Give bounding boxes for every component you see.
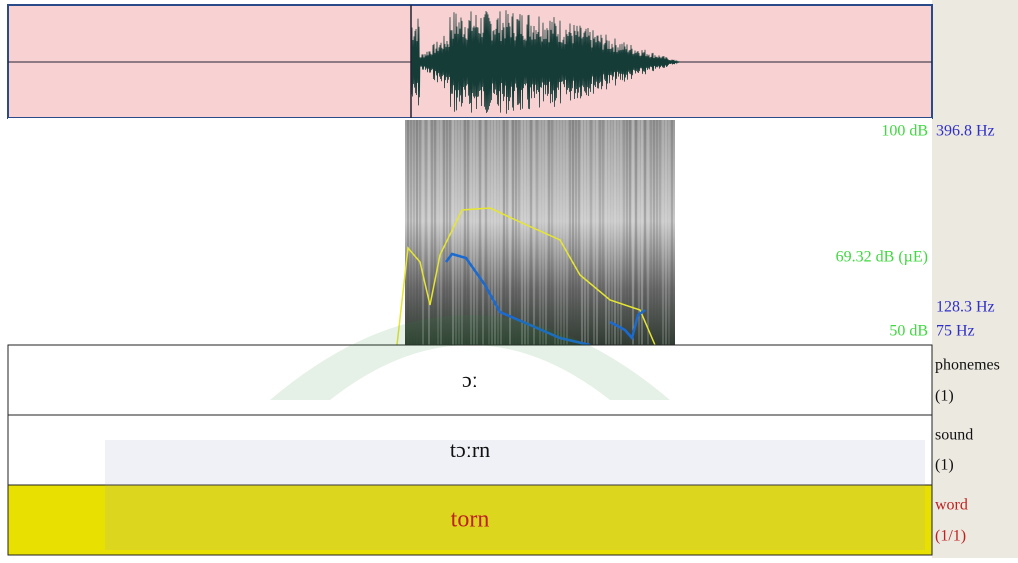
tier-name: word bbox=[935, 497, 968, 514]
watermark bbox=[105, 440, 925, 550]
pitch-max: 396.8 Hz bbox=[936, 123, 995, 140]
pitch-value: 128.3 Hz bbox=[936, 299, 995, 316]
interval-text: torn bbox=[451, 507, 490, 533]
side-panel bbox=[932, 0, 1018, 558]
interval-text: ɔː bbox=[462, 367, 478, 392]
tier-count: (1) bbox=[935, 457, 954, 474]
pitch-min: 75 Hz bbox=[936, 323, 975, 340]
praat-editor: 100 dB 69.32 dB (µE) 50 dB 396.8 Hz 128.… bbox=[0, 0, 1018, 558]
interval-text: tɔːrn bbox=[450, 437, 490, 462]
tier-name: phonemes bbox=[935, 357, 1000, 374]
intensity-min: 50 dB bbox=[889, 323, 928, 340]
intensity-max: 100 dB bbox=[881, 123, 928, 140]
tier-count: (1) bbox=[935, 388, 954, 405]
tier-name: sound bbox=[935, 427, 973, 444]
tier-count: (1/1) bbox=[935, 528, 966, 545]
intensity-mean: 69.32 dB (µE) bbox=[836, 249, 928, 266]
